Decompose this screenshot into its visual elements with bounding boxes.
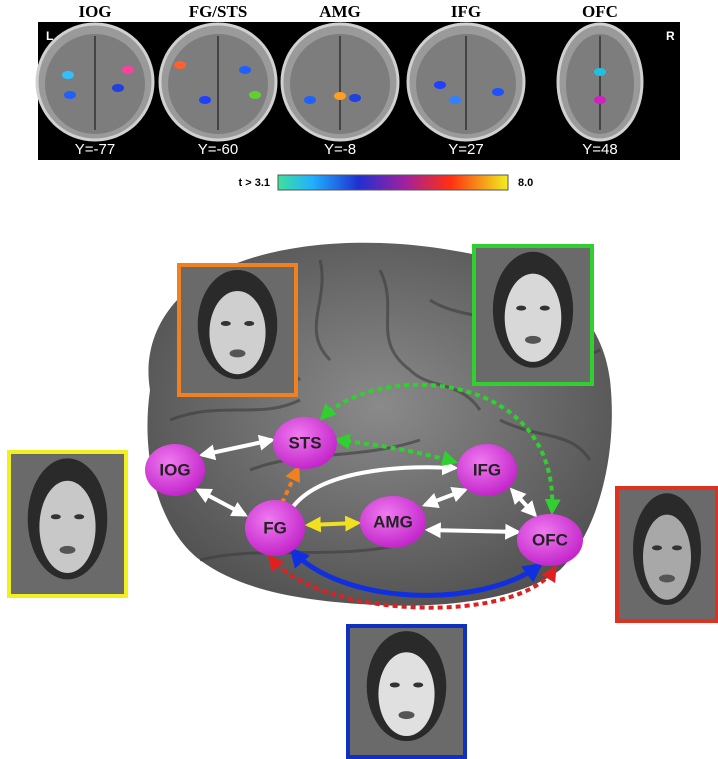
region-title: IFG: [451, 2, 481, 21]
face-photo: [472, 244, 594, 386]
activation: [594, 96, 606, 104]
scan-slice: [35, 22, 155, 142]
node-label: IOG: [159, 460, 190, 479]
eye: [672, 545, 682, 551]
eye: [50, 514, 61, 520]
colorbar: [277, 174, 509, 191]
activation: [449, 96, 461, 104]
activation: [174, 61, 186, 69]
region-title: FG/STS: [189, 2, 248, 21]
node: [457, 444, 517, 496]
activation: [239, 66, 251, 74]
activation: [112, 84, 124, 92]
region-title: AMG: [319, 2, 361, 21]
activation: [349, 94, 361, 102]
mouth: [59, 545, 76, 554]
activation: [594, 68, 606, 76]
face: [643, 514, 691, 600]
activation: [64, 91, 76, 99]
node-label: IFG: [473, 460, 501, 479]
eye: [516, 305, 527, 311]
slice-coordinate: Y=48: [582, 141, 617, 158]
activation: [62, 71, 74, 79]
node: [360, 496, 426, 548]
connections: [195, 382, 561, 610]
eye: [389, 682, 400, 688]
slice-coordinate: Y=-77: [75, 141, 115, 158]
mouth: [229, 349, 246, 358]
mouth: [398, 711, 415, 720]
activation: [334, 92, 346, 100]
eye: [413, 682, 424, 688]
node-label: FG: [263, 518, 287, 537]
face: [504, 273, 562, 362]
activation: [199, 96, 211, 104]
network-nodes: IOG STS IFG FG AMG OFC: [145, 417, 583, 566]
eye: [652, 545, 662, 551]
face-photo: [346, 624, 467, 759]
hemisphere-left: L: [46, 29, 53, 43]
node-label: OFC: [532, 530, 568, 549]
node-label: STS: [288, 433, 321, 452]
scan-slice: [556, 22, 644, 142]
scan-slice: [158, 22, 278, 142]
node: [145, 444, 205, 496]
eye: [539, 305, 550, 311]
activation: [434, 81, 446, 89]
face: [39, 480, 96, 573]
face-photo: [7, 450, 128, 598]
node: [245, 500, 305, 556]
node: [273, 417, 337, 469]
face: [378, 652, 435, 737]
eye: [244, 321, 255, 326]
region-title: IOG: [78, 2, 111, 21]
eye: [74, 514, 85, 520]
face-photo: [615, 486, 718, 623]
slice-coordinate: Y=-60: [198, 141, 238, 158]
face: [209, 291, 266, 375]
scan-slice: [280, 22, 400, 142]
slice-coordinate: Y=-8: [324, 141, 356, 158]
hemisphere-right: R: [666, 29, 675, 43]
colorbar-max: 8.0: [518, 177, 533, 189]
activation: [249, 91, 261, 99]
face-photos: [7, 244, 718, 759]
slice-coordinate: Y=27: [448, 141, 483, 158]
activation: [492, 88, 504, 96]
scan-images: [35, 22, 644, 142]
activation: [122, 66, 134, 74]
node: [517, 514, 583, 566]
mouth: [525, 335, 541, 344]
mouth: [659, 574, 675, 583]
scan-slice: [406, 22, 526, 142]
region-titles: IOG Y=-77 FG/STS Y=-60 AMG Y=-8 IFG Y=27 OFC Y=48: [75, 2, 618, 158]
activation: [304, 96, 316, 104]
region-title: OFC: [582, 2, 618, 21]
colorbar-min: t > 3.1: [239, 177, 271, 189]
face-photo: [177, 263, 298, 397]
eye: [220, 321, 231, 326]
node-label: AMG: [373, 512, 413, 531]
